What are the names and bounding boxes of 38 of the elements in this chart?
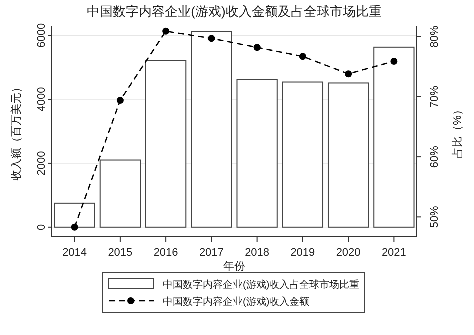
x-tick-label: 2019 — [290, 247, 316, 259]
x-axis-title: 年份 — [224, 261, 246, 273]
legend-label: 中国数字内容企业(游戏)收入金额 — [163, 296, 310, 308]
x-tick-label: 2018 — [245, 247, 270, 259]
bar — [191, 31, 232, 228]
point — [116, 97, 124, 104]
y2-axis-title: 占比（%） — [451, 104, 464, 158]
x-tick-label: 2020 — [336, 247, 361, 259]
y2-tick-label: 70% — [429, 86, 441, 108]
point — [345, 70, 352, 78]
y2-tick-label: 80% — [429, 26, 441, 48]
y-tick-label: 2000 — [36, 151, 48, 176]
y2-tick-label: 50% — [429, 206, 441, 228]
x-tick-label: 2021 — [382, 247, 406, 259]
bar — [328, 82, 370, 228]
point — [299, 53, 306, 60]
bar — [282, 82, 324, 228]
bar — [100, 160, 142, 228]
y-tick-label: 6000 — [36, 23, 48, 48]
point — [390, 58, 398, 65]
x-tick-label: 2017 — [199, 247, 224, 259]
x-tick-label: 2015 — [108, 247, 133, 259]
y-axis-title: 收入额（百万美元） — [10, 82, 23, 181]
legend-label: 中国数字内容企业(游戏)收入占全球市场比重 — [163, 279, 360, 291]
bar — [236, 79, 278, 228]
point — [208, 35, 216, 42]
point — [254, 44, 261, 52]
x-tick-label: 2014 — [62, 247, 88, 259]
y-tick-label: 0 — [36, 224, 48, 230]
x-tick-label: 2016 — [154, 247, 178, 259]
y-tick-label: 4000 — [36, 87, 48, 112]
bar — [374, 46, 415, 228]
y2-tick-label: 60% — [429, 146, 441, 168]
chart-title: 中国数字内容企业(游戏)收入金额及占全球市场比重 — [87, 4, 382, 19]
bar — [54, 202, 96, 228]
bar — [145, 60, 187, 228]
point — [162, 28, 170, 35]
point — [71, 224, 78, 231]
